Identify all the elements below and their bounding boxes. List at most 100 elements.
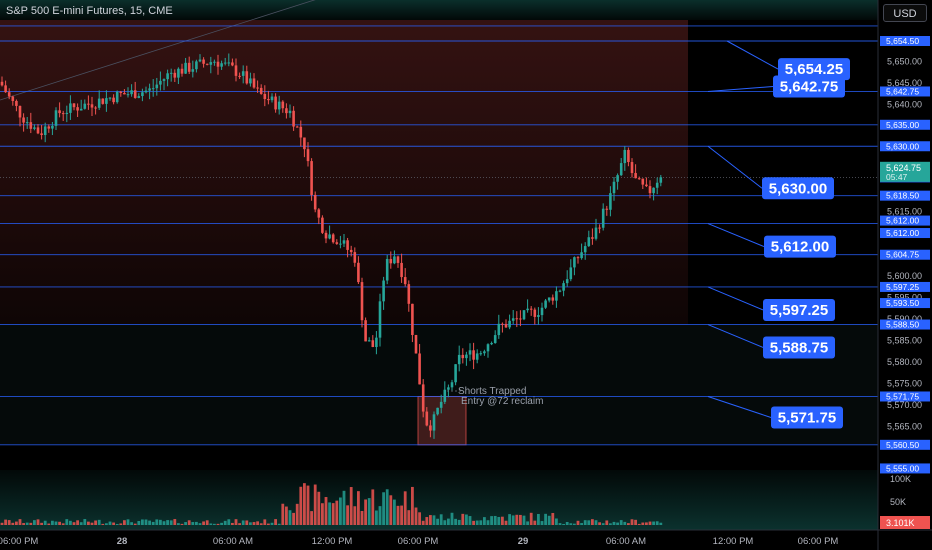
volume-bar — [627, 523, 630, 525]
price-level-tag — [880, 249, 930, 260]
candle-body — [274, 96, 277, 110]
callout-price: 5,588.75 — [770, 339, 828, 356]
candle-body — [630, 162, 634, 174]
candle-body — [375, 337, 378, 348]
volume-tick: 50K — [890, 497, 906, 507]
candle-body — [7, 92, 11, 97]
candle-body — [220, 63, 223, 67]
volume-bar — [533, 520, 537, 525]
volume-bar — [385, 489, 389, 525]
price-level-label: 5,588.50 — [886, 320, 919, 330]
volume-bar — [555, 518, 558, 525]
candle-body — [90, 104, 94, 108]
time-tick: 06:00 PM — [798, 536, 839, 547]
volume-bar — [133, 523, 137, 525]
volume-bar — [630, 519, 634, 525]
price-tick: 5,565.00 — [887, 421, 922, 431]
volume-bar — [519, 514, 522, 525]
volume-bar — [227, 519, 231, 525]
volume-bar — [511, 515, 515, 525]
volume-bar — [634, 519, 637, 525]
candle-body — [87, 103, 90, 105]
volume-bar — [619, 520, 623, 525]
volume-bar — [4, 519, 7, 525]
candle-body — [349, 249, 353, 253]
callout-box — [762, 177, 834, 200]
candle-body — [609, 193, 612, 210]
price-tick: 5,580.00 — [887, 357, 922, 367]
volume-bar — [526, 521, 529, 525]
price-tick: 5,595.00 — [887, 293, 922, 303]
candle-body — [411, 303, 414, 336]
candle-body — [249, 78, 252, 84]
candle-body — [468, 350, 472, 355]
price-level-tag — [880, 228, 930, 239]
candle-body — [216, 61, 220, 67]
volume-bar — [277, 523, 281, 525]
volume-bar — [562, 523, 565, 525]
volume-bar — [7, 520, 11, 525]
price-tick: 5,640.00 — [887, 99, 922, 109]
volume-tick: 100K — [890, 474, 911, 484]
volume-bar — [18, 519, 22, 525]
volume-bar — [213, 523, 216, 525]
volume-bar — [40, 522, 43, 525]
volume-bar — [501, 516, 504, 525]
currency-button[interactable]: USD — [883, 4, 927, 22]
volume-bar — [148, 520, 151, 525]
candle-body — [123, 92, 126, 95]
candle-body — [173, 72, 177, 78]
candle-body — [504, 323, 508, 328]
volume-bar — [508, 514, 511, 525]
candle-body — [393, 256, 396, 264]
candle-body — [259, 87, 263, 94]
candle-body — [195, 61, 198, 70]
volume-bar — [144, 519, 148, 525]
volume-bar — [313, 484, 317, 525]
volume-bar — [414, 507, 418, 525]
candle-body — [447, 387, 450, 390]
candle-body — [580, 252, 583, 259]
volume-bar — [137, 520, 141, 525]
price-level-tag — [880, 463, 930, 474]
volume-bar — [166, 520, 169, 525]
candle-body — [429, 425, 432, 431]
volume-bar — [202, 521, 205, 525]
volume-bar — [339, 497, 342, 525]
volume-bar — [601, 523, 605, 525]
volume-bar — [565, 521, 569, 525]
volume-bar — [486, 520, 490, 525]
resistance-zone — [0, 20, 688, 325]
candle-body — [627, 149, 630, 163]
time-tick: 06:00 AM — [606, 536, 646, 547]
candle-body — [299, 126, 303, 138]
price-tick: 5,575.00 — [887, 379, 922, 389]
volume-bar — [544, 513, 547, 525]
price-tick: 5,600.00 — [887, 271, 922, 281]
volume-bar — [119, 523, 123, 525]
candle-body — [641, 178, 645, 185]
candle-body — [425, 411, 429, 426]
candle-body — [51, 125, 54, 129]
time-tick: 12:00 PM — [713, 536, 754, 547]
candle-body — [450, 382, 454, 388]
chart-title: S&P 500 E-mini Futures, 15, CME — [6, 5, 173, 17]
volume-bar — [587, 520, 591, 525]
volume-bar — [353, 506, 357, 525]
volume-bar — [162, 521, 166, 525]
price-level-tag — [880, 215, 930, 226]
candle-body — [277, 101, 281, 110]
volume-bar — [234, 519, 238, 525]
candle-body — [457, 354, 461, 365]
volume-bar — [216, 523, 220, 525]
candle-body — [533, 309, 537, 317]
candle-body — [328, 234, 331, 239]
volume-bar — [54, 521, 58, 525]
candle-body — [465, 354, 468, 359]
candle-body — [324, 232, 328, 239]
volume-bar — [580, 523, 583, 525]
price-level-label: 5,555.00 — [886, 463, 919, 473]
candle-body — [382, 280, 385, 302]
callout-leader — [707, 223, 765, 248]
